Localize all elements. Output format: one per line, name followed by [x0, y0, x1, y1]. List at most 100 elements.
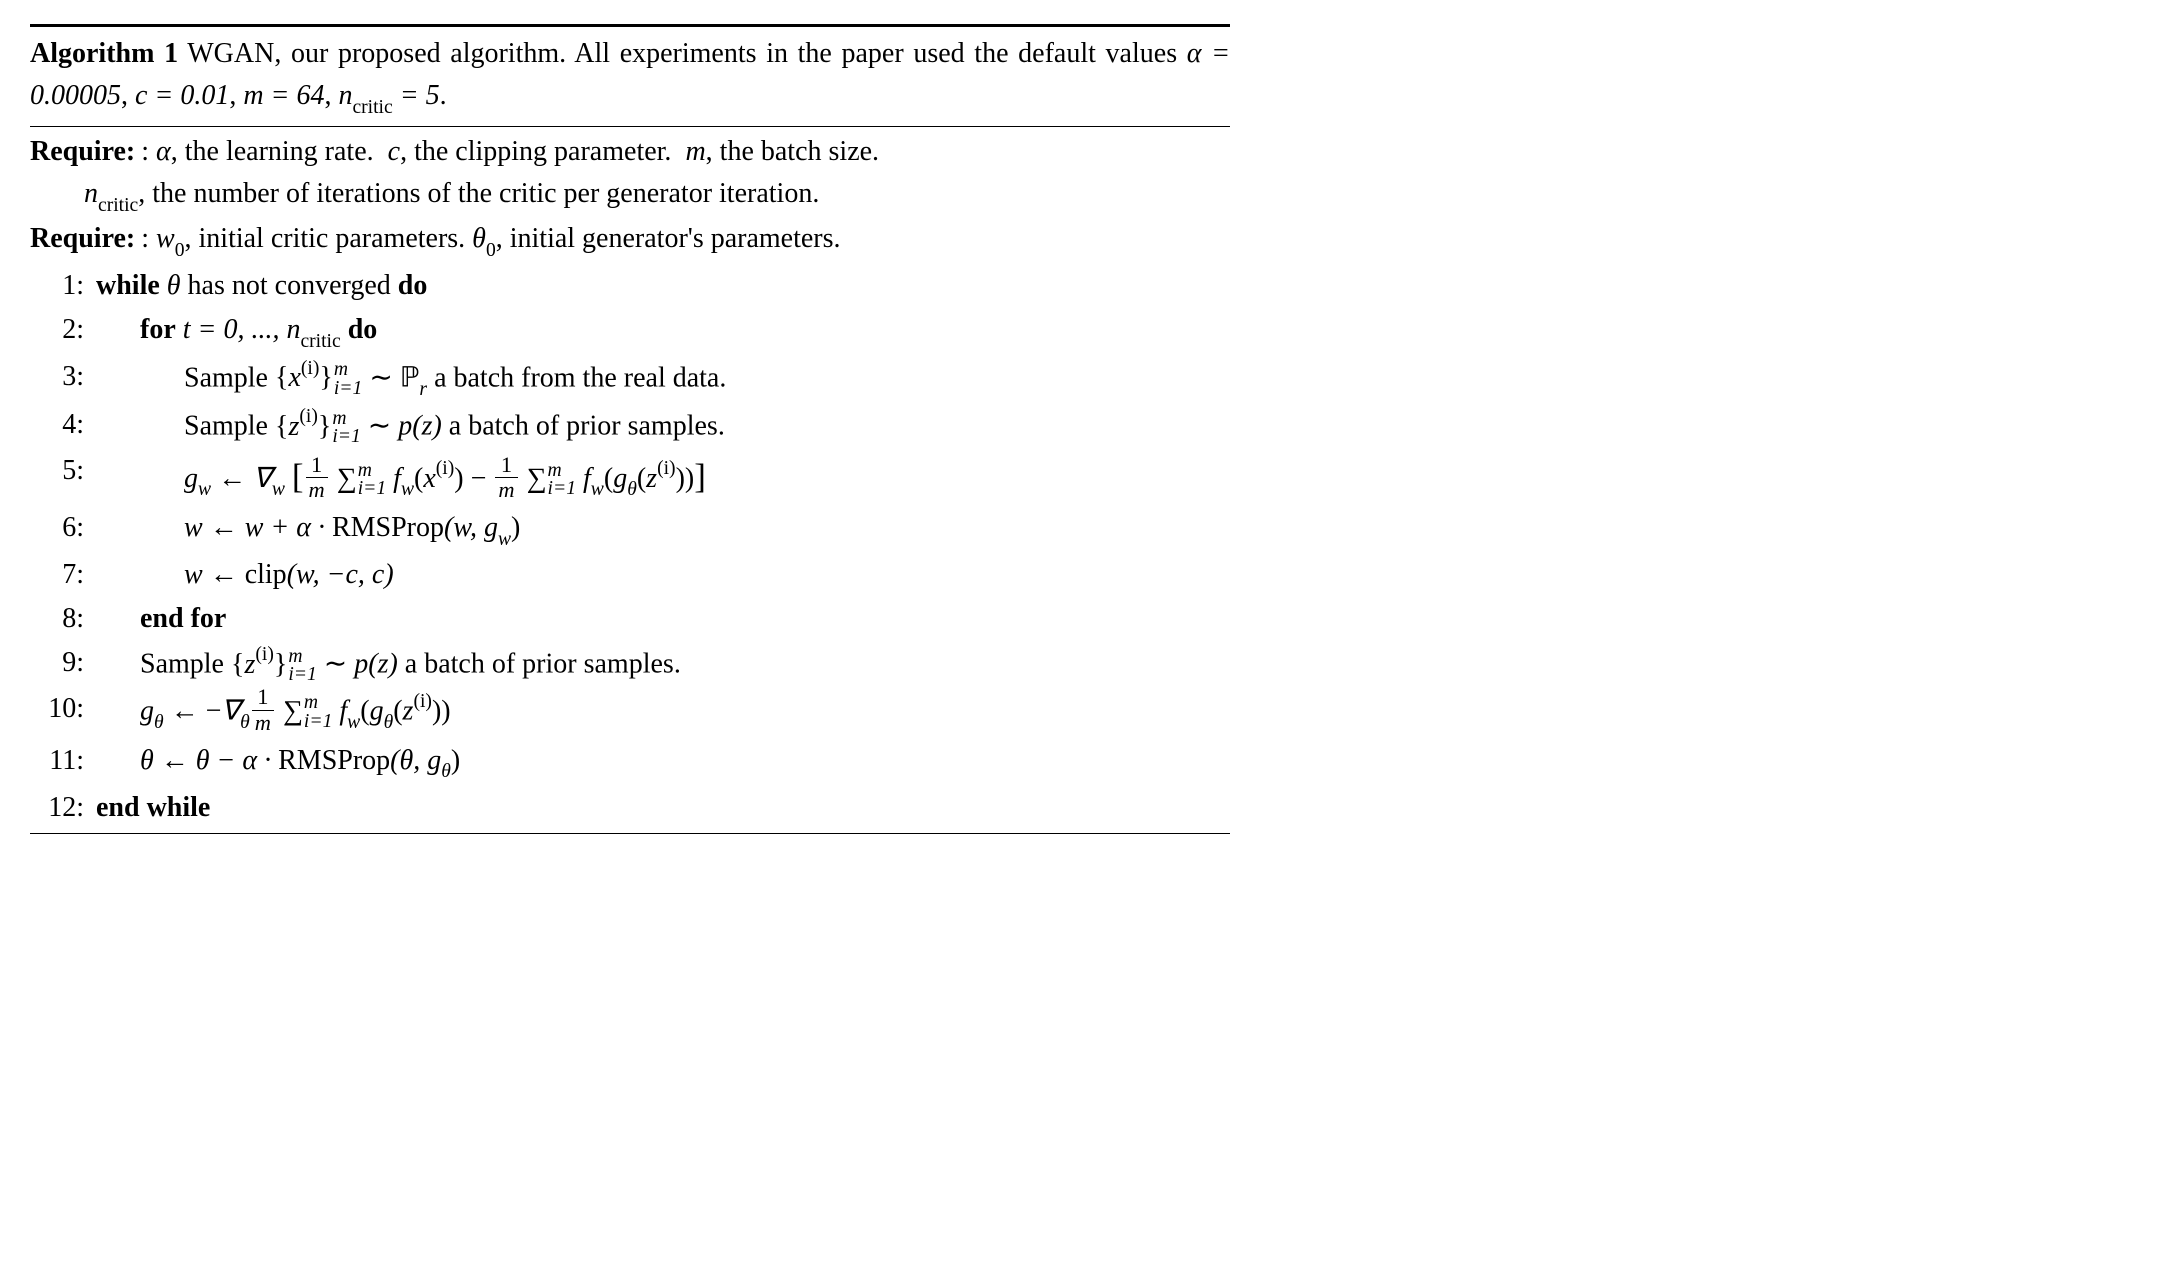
lineno-5: 5: — [30, 450, 96, 492]
l9-close: } — [274, 649, 287, 680]
lineno-8: 8: — [30, 598, 96, 640]
lineno-1: 1: — [30, 265, 96, 307]
lineno-4: 4: — [30, 404, 96, 446]
lineno-11: 11: — [30, 740, 96, 782]
l6-rms: RMSProp — [332, 512, 444, 543]
l9-txt: a batch of prior samples. — [398, 649, 681, 680]
l3-Pr-sub: r — [419, 379, 427, 400]
require-1-ncritic-sub: critic — [98, 195, 138, 216]
linebody-1: while θ has not converged do — [96, 265, 1230, 307]
l5-frac1: 1m — [306, 453, 328, 503]
l10-gth-sub: θ — [154, 712, 164, 733]
l5-arrow: ← — [211, 463, 253, 494]
algo-line-1: 1: while θ has not converged do — [30, 265, 1230, 307]
default-ncritic-sub: critic — [352, 97, 392, 118]
require-1-alpha: α — [156, 136, 171, 167]
l10-gth: g — [140, 695, 154, 726]
require-2-w0-sub: 0 — [175, 240, 185, 261]
require-1-m: m — [685, 136, 705, 167]
l5-sum2: ∑ — [527, 463, 547, 494]
linebody-4: Sample {z(i)}mi=1 ∼ p(z) a batch of prio… — [96, 404, 1230, 447]
lineno-9: 9: — [30, 642, 96, 684]
l5-sum1-bot: i=1 — [358, 480, 386, 499]
lineno-12: 12: — [30, 787, 96, 829]
linebody-3: Sample {x(i)}mi=1 ∼ ℙr a batch from the … — [96, 356, 1230, 402]
kw-while: while — [96, 270, 160, 301]
l10-sum: ∑ — [283, 695, 303, 726]
algorithm-block: Algorithm 1 WGAN, our proposed algorithm… — [30, 24, 1230, 834]
l5-x: x — [423, 463, 435, 494]
l10-neg: − — [206, 695, 222, 726]
algo-line-3: 3: Sample {x(i)}mi=1 ∼ ℙr a batch from t… — [30, 356, 1230, 402]
l5-nabla: ∇ — [253, 463, 272, 494]
l9-sup: (i) — [255, 644, 274, 665]
kw-endfor: end for — [140, 603, 226, 634]
require-2-text: : w0, initial critic parameters. θ0, ini… — [141, 218, 1230, 263]
require-1-c-txt: , the clipping parameter. — [400, 136, 671, 167]
l3-set: {x(i)}mi=1 — [275, 362, 362, 393]
l5-fw2: f — [583, 463, 591, 494]
mid-rule — [30, 126, 1230, 127]
l10-gth2-sub: θ — [384, 712, 394, 733]
algo-line-9: 9: Sample {z(i)}mi=1 ∼ p(z) a batch of p… — [30, 642, 1230, 685]
l5-frac2: 1m — [495, 453, 517, 503]
linebody-2: for t = 0, ..., ncritic do — [96, 309, 1230, 354]
l6-args: (w, g — [444, 512, 498, 543]
require-2-th0-sub: 0 — [486, 240, 496, 261]
l3-txt: a batch from the real data. — [427, 362, 726, 393]
kw-do-2: do — [341, 314, 378, 345]
l9-z: z — [244, 649, 255, 680]
l5-gth: g — [613, 463, 627, 494]
require-1-ncritic-txt: , the number of iterations of the critic… — [138, 178, 819, 209]
l4-sup: (i) — [299, 406, 318, 427]
require-2-th0: θ — [472, 223, 486, 254]
l5-fw1-sub: w — [401, 479, 414, 500]
l11-close: ) — [451, 745, 460, 776]
l5-num1: 1 — [306, 453, 328, 479]
algo-line-2: 2: for t = 0, ..., ncritic do — [30, 309, 1230, 354]
l5-lbracket: [ — [292, 457, 304, 496]
l10-fw: f — [339, 695, 347, 726]
l10-nabla: ∇ — [221, 695, 240, 726]
l4-txt: a batch of prior samples. — [442, 411, 725, 442]
l4-z: z — [288, 411, 299, 442]
kw-for: for — [140, 314, 176, 345]
require-1-alpha-txt: , the learning rate. — [171, 136, 374, 167]
l5-minus: − — [464, 463, 494, 494]
theta-var: θ — [167, 270, 181, 301]
l10-nabla-sub: θ — [240, 712, 250, 733]
l10-gth2: g — [370, 695, 384, 726]
l5-num2: 1 — [495, 453, 517, 479]
linebody-12: end while — [96, 787, 1230, 829]
l7-arrow: ← — [203, 559, 245, 590]
kw-endwhile: end while — [96, 792, 210, 823]
algo-line-4: 4: Sample {z(i)}mi=1 ∼ p(z) a batch of p… — [30, 404, 1230, 447]
lineno-10: 10: — [30, 688, 96, 730]
lineno-7: 7: — [30, 554, 96, 596]
linebody-7: w ← clip(w, −c, c) — [96, 554, 1230, 596]
l2-sub: critic — [300, 331, 340, 352]
l3-sup: (i) — [301, 358, 320, 379]
l3-open: { — [275, 362, 288, 393]
l3-x: x — [288, 362, 300, 393]
linebody-9: Sample {z(i)}mi=1 ∼ p(z) a batch of prio… — [96, 642, 1230, 685]
l5-z-sup: (i) — [657, 458, 676, 479]
linebody-11: θ ← θ − α · RMSProp(θ, gθ) — [96, 740, 1230, 785]
l9-set: {z(i)}mi=1 — [231, 649, 317, 680]
l9-sim: ∼ — [317, 649, 354, 680]
kw-do: do — [398, 270, 428, 301]
l2-t: t = 0, ..., n — [176, 314, 301, 345]
l9-open: { — [231, 649, 244, 680]
l5-den2: m — [495, 478, 517, 503]
l3-close: } — [319, 362, 332, 393]
l10-z-sup: (i) — [413, 691, 432, 712]
l6-w: w — [184, 512, 203, 543]
default-m: m = 64 — [243, 80, 324, 111]
l5-sum1: ∑ — [337, 463, 357, 494]
l4-set: {z(i)}mi=1 — [275, 411, 361, 442]
require-keyword: Require: — [30, 131, 141, 173]
l9-pz: p(z) — [354, 649, 398, 680]
l5-x-sup: (i) — [436, 458, 455, 479]
linebody-10: gθ ← −∇θ1m ∑mi=1 fw(gθ(z(i))) — [96, 688, 1230, 738]
l3-Pr: ℙ — [400, 362, 420, 393]
